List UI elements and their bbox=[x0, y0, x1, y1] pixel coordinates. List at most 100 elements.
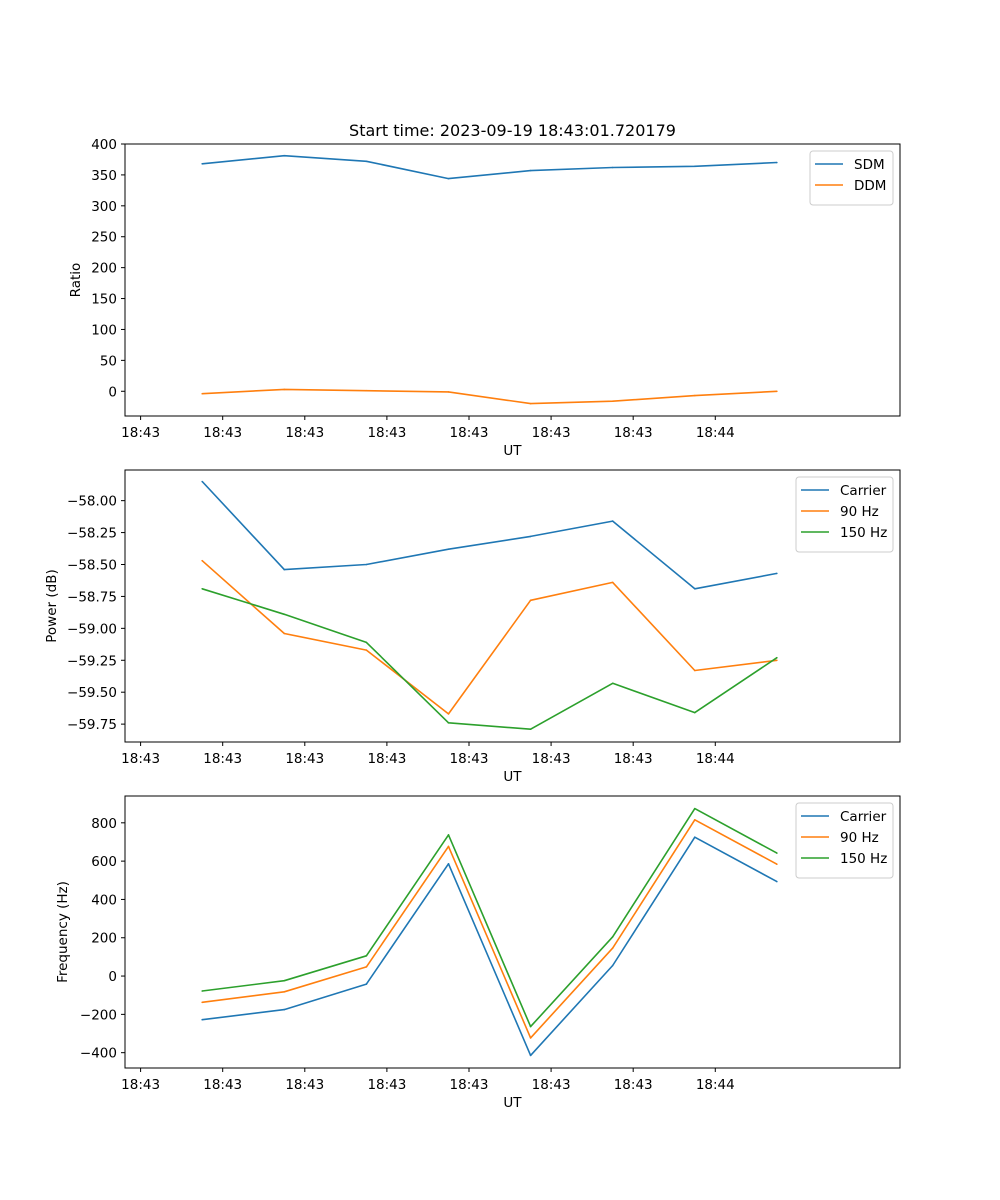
legend: SDM DDM bbox=[809, 150, 894, 206]
series-line-150-hz bbox=[201, 588, 778, 731]
legend-label: 90 Hz bbox=[840, 830, 879, 846]
x-tick-label: 18:43 bbox=[285, 425, 324, 441]
y-tick-label: 0 bbox=[108, 969, 117, 985]
x-tick-label: 18:44 bbox=[696, 751, 735, 767]
x-tick-label: 18:43 bbox=[367, 1077, 406, 1093]
data-point bbox=[201, 587, 203, 590]
legend-label: Carrier bbox=[840, 483, 887, 499]
data-point bbox=[611, 947, 614, 949]
series-line-carrier bbox=[201, 480, 778, 590]
y-tick-label: −58.50 bbox=[67, 557, 117, 573]
legend-label: 150 Hz bbox=[840, 525, 887, 541]
x-axis-label: UT bbox=[503, 443, 522, 459]
data-point bbox=[776, 656, 778, 659]
data-point bbox=[529, 599, 532, 602]
data-point bbox=[365, 966, 368, 968]
chart-panel-1: Start time: 2023-09-19 18:43:01.720179 18… bbox=[68, 121, 901, 459]
data-point bbox=[201, 392, 203, 395]
x-tick-label: 18:43 bbox=[285, 751, 324, 767]
data-point bbox=[365, 641, 368, 644]
legend: Carrier 90 Hz 150 Hz bbox=[795, 476, 894, 553]
y-tick-label: 200 bbox=[91, 931, 117, 947]
plot-frame bbox=[124, 469, 901, 743]
y-tick-label: 0 bbox=[108, 384, 117, 400]
y-tick-label: −59.75 bbox=[67, 717, 117, 733]
x-tick-label: 18:43 bbox=[614, 1077, 653, 1093]
y-tick-label: −58.25 bbox=[67, 526, 117, 542]
data-point bbox=[693, 711, 696, 714]
data-point bbox=[611, 400, 614, 402]
series-line-carrier bbox=[202, 836, 778, 1057]
data-point bbox=[529, 1054, 532, 1057]
legend-label: SDM bbox=[854, 157, 885, 173]
data-point bbox=[283, 990, 286, 993]
data-point bbox=[611, 935, 614, 938]
data-point bbox=[776, 572, 778, 575]
x-tick-label: 18:43 bbox=[121, 425, 160, 441]
x-tick-label: 18:43 bbox=[532, 1077, 571, 1093]
y-tick-label: 250 bbox=[91, 230, 117, 246]
data-point bbox=[776, 659, 778, 662]
x-tick-label: 18:44 bbox=[696, 425, 735, 441]
x-tick-label: 18:43 bbox=[121, 1077, 160, 1093]
data-point bbox=[201, 1018, 203, 1021]
data-point bbox=[201, 990, 203, 992]
legend-label: 90 Hz bbox=[840, 504, 879, 520]
y-tick-label: −200 bbox=[80, 1007, 117, 1023]
y-axis-label: Frequency (Hz) bbox=[55, 881, 71, 983]
data-point bbox=[776, 852, 778, 854]
x-tick-label: 18:43 bbox=[203, 1077, 242, 1093]
data-point bbox=[447, 834, 450, 836]
data-point bbox=[693, 836, 696, 838]
data-point bbox=[365, 160, 368, 163]
x-tick-label: 18:43 bbox=[450, 425, 489, 441]
y-tick-label: 200 bbox=[91, 261, 117, 277]
y-tick-label: −58.75 bbox=[67, 589, 117, 605]
x-tick-label: 18:43 bbox=[614, 751, 653, 767]
data-point bbox=[365, 563, 368, 566]
x-axis-label: UT bbox=[503, 769, 522, 785]
y-tick-label: −59.50 bbox=[67, 685, 117, 701]
legend-box bbox=[795, 476, 894, 553]
y-tick-label: 600 bbox=[91, 854, 117, 870]
data-point bbox=[693, 807, 696, 810]
data-point bbox=[447, 722, 450, 724]
data-point bbox=[283, 568, 286, 571]
x-tick-label: 18:43 bbox=[367, 751, 406, 767]
data-point bbox=[283, 613, 286, 616]
data-point bbox=[447, 391, 450, 393]
data-point bbox=[447, 845, 450, 848]
data-point bbox=[529, 402, 532, 405]
data-point bbox=[611, 964, 614, 967]
x-tick-label: 18:43 bbox=[367, 425, 406, 441]
y-tick-label: 400 bbox=[91, 137, 117, 153]
data-point bbox=[611, 520, 614, 522]
x-tick-label: 18:43 bbox=[614, 425, 653, 441]
data-point bbox=[776, 863, 778, 865]
data-point bbox=[776, 390, 778, 393]
y-tick-label: −59.25 bbox=[67, 653, 117, 669]
data-point bbox=[529, 1037, 532, 1039]
chart-title: Start time: 2023-09-19 18:43:01.720179 bbox=[349, 121, 676, 140]
legend-box bbox=[795, 802, 894, 879]
data-point bbox=[283, 154, 286, 157]
data-point bbox=[776, 880, 778, 883]
x-tick-label: 18:43 bbox=[450, 751, 489, 767]
legend-label: Carrier bbox=[840, 809, 887, 825]
plot-frame bbox=[124, 795, 901, 1069]
data-point bbox=[611, 166, 614, 169]
series-line-90-hz bbox=[201, 560, 777, 715]
data-point bbox=[776, 161, 778, 164]
chart-panel-2: 18:43 18:43 18:43 18:43 18:43 18:43 18:43 18:44… bbox=[44, 469, 901, 785]
data-point bbox=[447, 713, 450, 715]
data-point bbox=[693, 587, 696, 590]
data-point bbox=[283, 388, 286, 391]
y-tick-label: 800 bbox=[91, 816, 117, 832]
data-point bbox=[201, 1001, 203, 1004]
data-point bbox=[693, 669, 696, 672]
data-point bbox=[283, 1008, 286, 1011]
data-point bbox=[365, 389, 368, 392]
legend-label: DDM bbox=[854, 178, 886, 194]
data-point bbox=[611, 682, 614, 685]
x-tick-label: 18:44 bbox=[696, 1077, 735, 1093]
